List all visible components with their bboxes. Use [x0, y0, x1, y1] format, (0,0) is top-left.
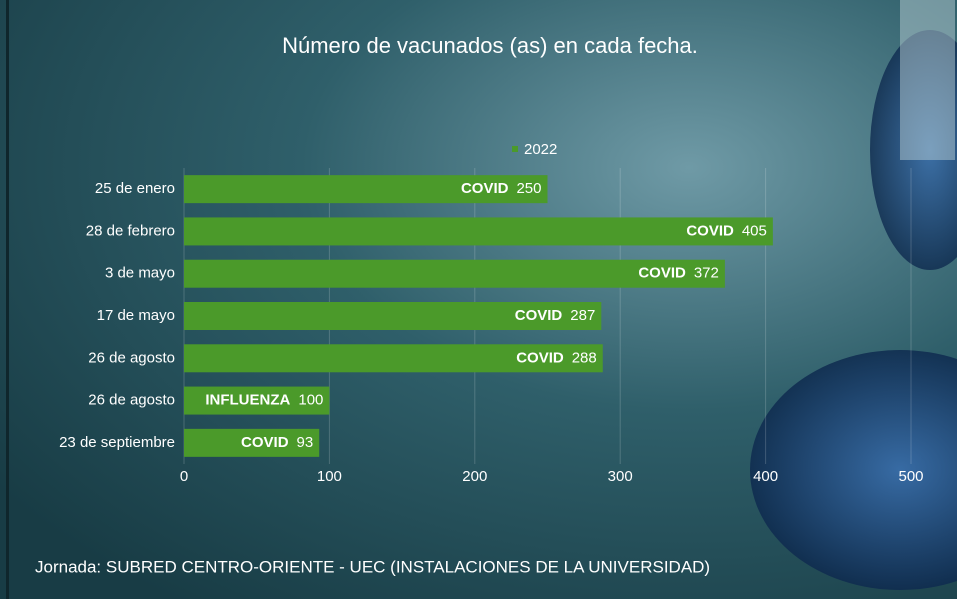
bar-category-label: COVID — [241, 434, 289, 451]
footer: Jornada: SUBRED CENTRO-ORIENTE - UEC (IN… — [35, 557, 710, 576]
x-tick-label: 400 — [753, 468, 778, 485]
y-tick-label: 3 de mayo — [105, 265, 175, 282]
data-label: 405 — [742, 222, 767, 239]
x-tick-label: 200 — [462, 468, 487, 485]
data-label: 372 — [694, 265, 719, 282]
bar-category-label: COVID — [686, 222, 734, 239]
y-tick-label: 23 de septiembre — [59, 434, 175, 451]
x-tick-label: 100 — [317, 468, 342, 485]
vial-decoration — [900, 0, 955, 160]
bar — [184, 217, 773, 245]
x-tick-label: 0 — [180, 468, 188, 485]
data-label: 250 — [516, 180, 541, 197]
data-label: 93 — [297, 434, 314, 451]
data-label: 287 — [570, 307, 595, 324]
y-tick-label: 26 de agosto — [88, 349, 175, 366]
y-tick-label: 17 de mayo — [97, 307, 175, 324]
y-tick-label: 28 de febrero — [86, 222, 175, 239]
legend-label: 2022 — [524, 141, 557, 158]
x-tick-label: 500 — [898, 468, 923, 485]
bar-category-label: INFLUENZA — [205, 392, 290, 409]
bar-category-label: COVID — [461, 180, 509, 197]
chart: Número de vacunados (as) en cada fecha. … — [0, 0, 957, 599]
legend-swatch — [512, 146, 518, 152]
chart-title: Número de vacunados (as) en cada fecha. — [282, 33, 698, 58]
left-border — [6, 0, 9, 599]
bar-category-label: COVID — [516, 349, 564, 366]
x-tick-label: 300 — [608, 468, 633, 485]
y-tick-label: 26 de agosto — [88, 392, 175, 409]
data-label: 288 — [572, 349, 597, 366]
data-label: 100 — [298, 392, 323, 409]
bar-category-label: COVID — [515, 307, 563, 324]
y-tick-label: 25 de enero — [95, 180, 175, 197]
bar-category-label: COVID — [638, 265, 686, 282]
